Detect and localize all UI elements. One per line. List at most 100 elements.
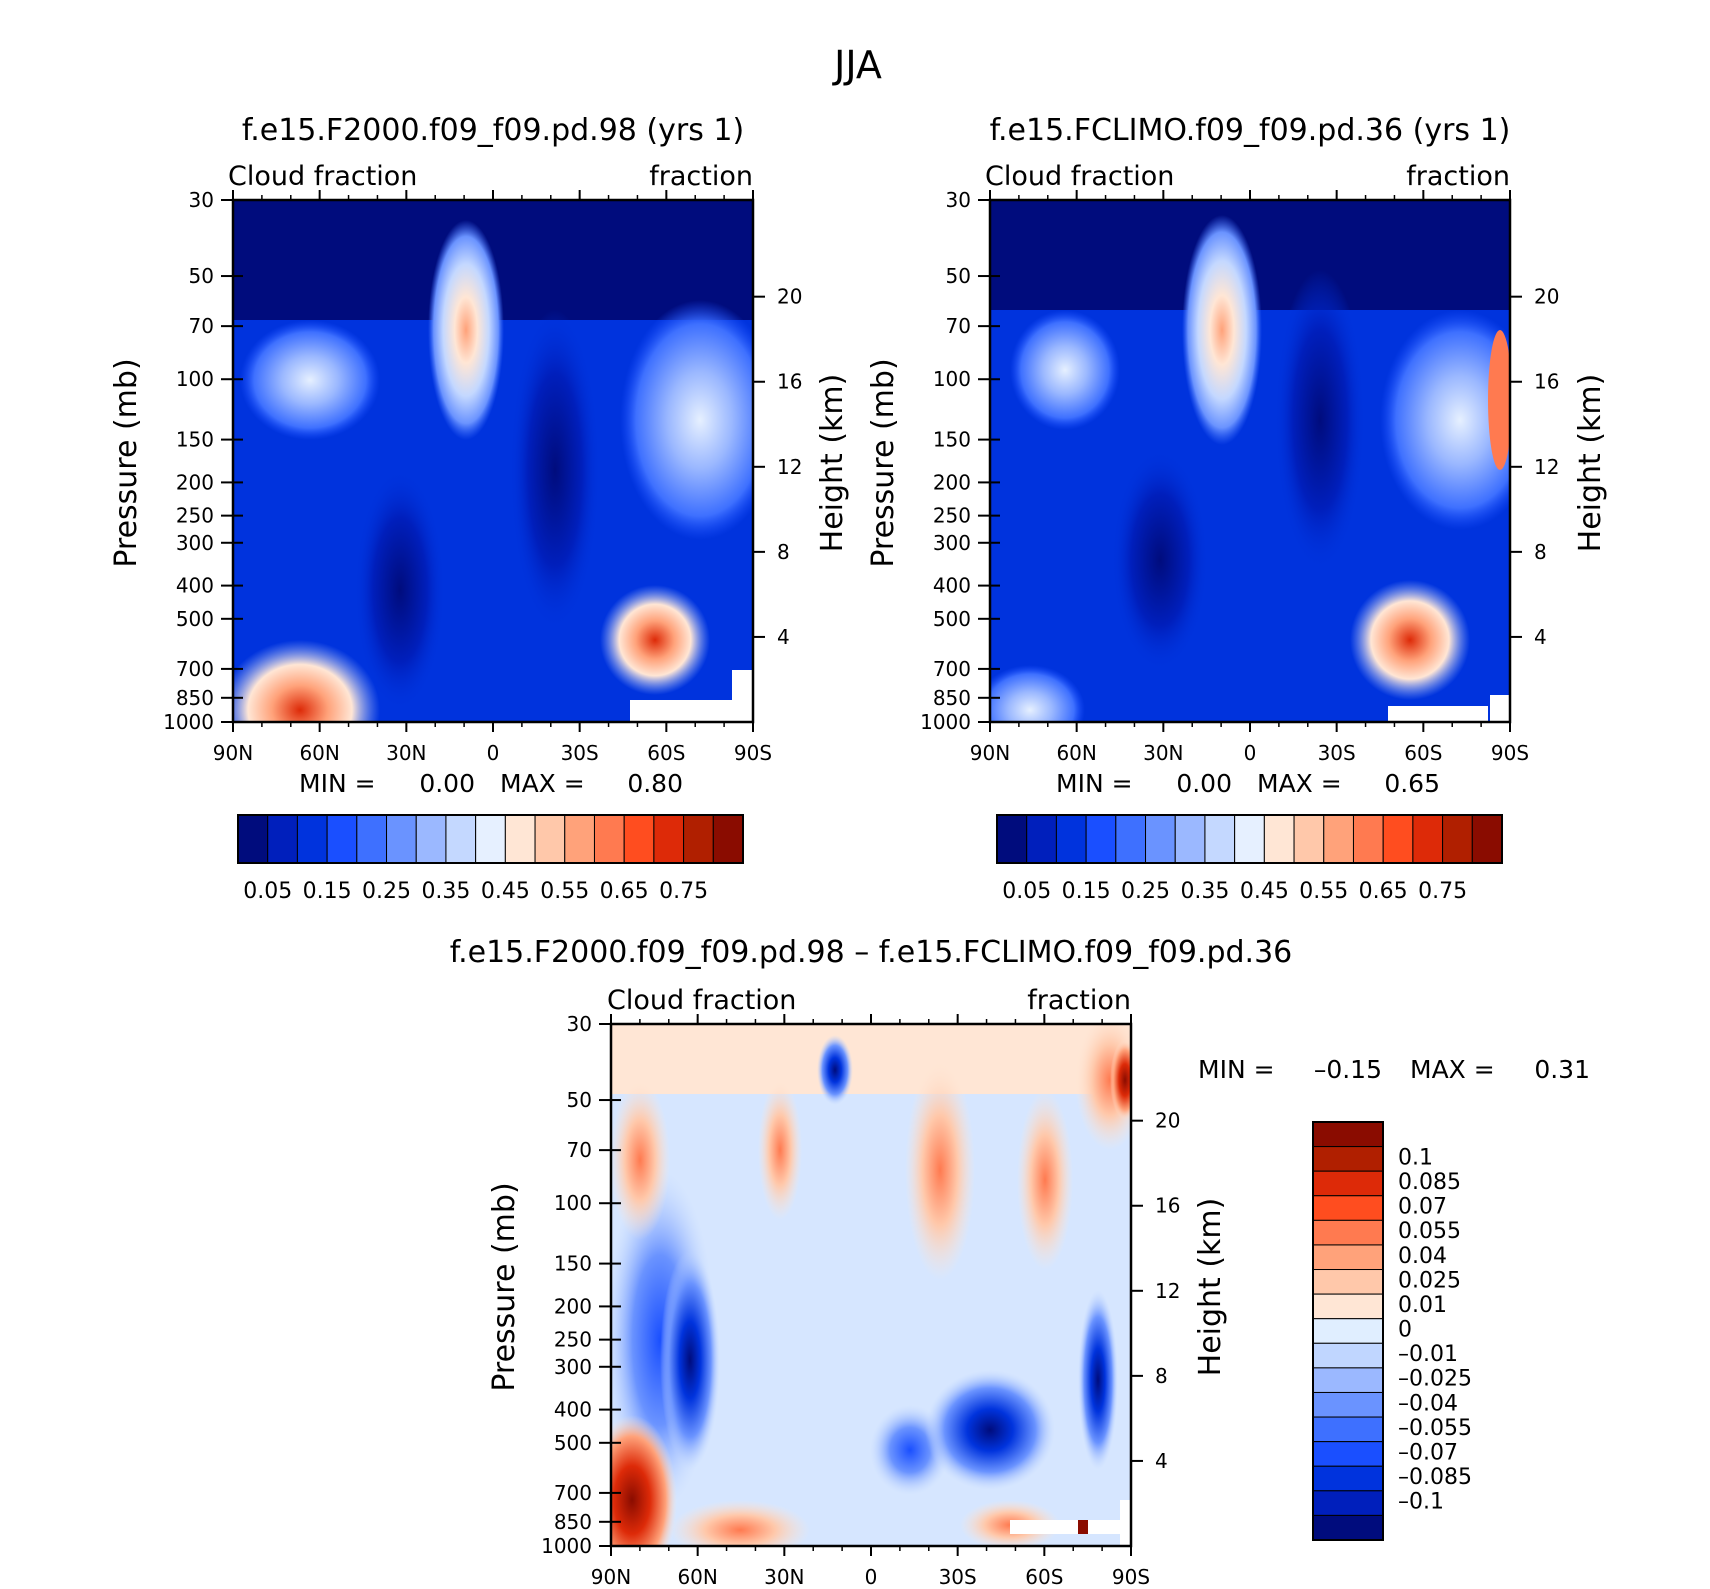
colorbar-label: 0.45 [1240,879,1289,904]
y2-tick-label: 16 [1155,1194,1180,1218]
colorbar-swatch [415,814,447,864]
x-tick-label: 60N [1056,741,1096,765]
y-tick-label: 500 [554,1431,592,1455]
colorbar-swatch [1312,1465,1384,1492]
y-tick-label: 1000 [920,710,971,734]
y-tick-label: 250 [176,504,214,528]
panel-2-left-label: Cloud fraction [985,161,1174,192]
colorbar-label: 0.75 [1418,879,1467,904]
y2-tick-label: 12 [1155,1279,1180,1303]
y-tick-label: 400 [933,574,971,598]
y-tick-label: 50 [189,264,214,288]
colorbar-swatch [267,814,298,864]
y2-tick-label: 12 [1534,455,1559,479]
colorbar-swatch [1312,1293,1384,1320]
x-tick-label: 60N [299,741,339,765]
panel-3-max-label: MAX = [1410,1055,1495,1084]
x-tick-label: 90N [591,1565,631,1589]
colorbar-label: 0.01 [1398,1293,1447,1318]
panel-2-ylabel: Pressure (mb) [866,358,901,567]
colorbar-label: 0.25 [1121,879,1170,904]
panel-1-min-label: MIN = [299,769,376,798]
panel-2-min-value: 0.00 [1176,769,1232,798]
colorbar-label: 0.025 [1398,1268,1461,1293]
colorbar-label: 0.55 [540,879,589,904]
colorbar-swatch [564,814,595,864]
y-tick-label: 50 [567,1088,592,1112]
x-tick-label: 0 [487,741,500,765]
colorbar-frame [996,814,1503,864]
y-tick-label: 70 [189,314,214,338]
y-tick-label: 70 [567,1138,592,1162]
panel-2-axes: 90N 60N 30N 0 30S 60S 90S 30 50 70 100 150 200 250 300… [920,188,1559,765]
y-tick-label: 500 [933,607,971,631]
panel-3-ylabel2: Height (km) [1193,1198,1228,1377]
colorbar-label: 0 [1398,1318,1412,1343]
y-tick-label: 100 [933,367,971,391]
y2-tick-label: 20 [1534,285,1559,309]
panel-3-min-value: –0.15 [1314,1055,1382,1084]
colorbar-swatch [1312,1391,1384,1418]
y2-tick-label: 16 [1534,370,1559,394]
panel-2-colorbar: 0.05 0.15 0.25 0.35 0.45 0.55 0.65 0.75 [996,814,1503,904]
y-tick-label: 700 [554,1481,592,1505]
colorbar-swatch [296,814,328,864]
y-tick-label: 70 [946,314,971,338]
y-tick-label: 700 [176,657,214,681]
panel-1-ylabel2: Height (km) [815,374,850,553]
colorbar-label: –0.04 [1398,1391,1458,1416]
y-tick-label: 150 [176,428,214,452]
y-tick-label: 200 [176,470,214,494]
panel-1: f.e15.F2000.f09_f09.pd.98 (yrs 1) Cloud … [109,113,850,904]
x-tick-label: 60N [677,1565,717,1589]
y-tick-label: 700 [933,657,971,681]
panel-1-axes: 90N 60N 30N 0 30S 60S 90S 30 50 70 100 150 200 250 300… [163,188,802,765]
colorbar-swatch [326,814,358,864]
colorbar-swatch [593,814,625,864]
colorbar-swatch [1442,814,1473,864]
colorbar-swatch [996,814,1028,864]
panel-2-max-label: MAX = [1257,769,1342,798]
panel-3-right-label: fraction [1027,985,1131,1016]
colorbar-swatch [1293,814,1325,864]
colorbar-label: 0.25 [362,879,411,904]
x-tick-label: 0 [865,1565,878,1589]
x-tick-label: 60S [1404,741,1442,765]
y-tick-label: 250 [933,504,971,528]
colorbar-swatch [1323,814,1354,864]
colorbar-label: 0.75 [659,879,708,904]
colorbar-swatch [1312,1269,1384,1295]
panel-3-field [611,1024,1131,1546]
x-tick-label: 90N [970,741,1010,765]
colorbar-swatch [653,814,685,864]
y2-tick-label: 8 [1534,540,1547,564]
y-tick-label: 1000 [163,710,214,734]
y2-tick-label: 16 [777,370,802,394]
y-tick-label: 30 [567,1012,592,1036]
colorbar-swatch [1312,1514,1384,1541]
colorbar-label: 0.65 [1359,879,1408,904]
colorbar-swatch [1312,1121,1384,1148]
panel-1-title: f.e15.F2000.f09_f09.pd.98 (yrs 1) [242,113,744,148]
colorbar-swatch [1412,814,1444,864]
panel-1-ylabel: Pressure (mb) [109,358,144,567]
y2-tick-label: 4 [777,625,790,649]
colorbar-swatch [1145,814,1176,864]
colorbar-swatch [1174,814,1206,864]
colorbar-swatch [534,814,566,864]
colorbar-label: –0.01 [1398,1342,1458,1367]
x-tick-label: 0 [1244,741,1257,765]
y-tick-label: 300 [176,531,214,555]
colorbar-swatch [1026,814,1057,864]
colorbar-swatch [1055,814,1087,864]
y-tick-label: 850 [176,686,214,710]
colorbar-label: 0.07 [1398,1195,1447,1220]
x-tick-label: 60S [1025,1565,1063,1589]
panel-2-title: f.e15.FCLIMO.f09_f09.pd.36 (yrs 1) [990,113,1511,148]
colorbar-label: 0.04 [1398,1244,1447,1269]
colorbar-swatch [1312,1416,1384,1443]
y-tick-label: 150 [554,1252,592,1276]
x-tick-label: 30S [561,741,599,765]
y-tick-label: 850 [554,1510,592,1534]
